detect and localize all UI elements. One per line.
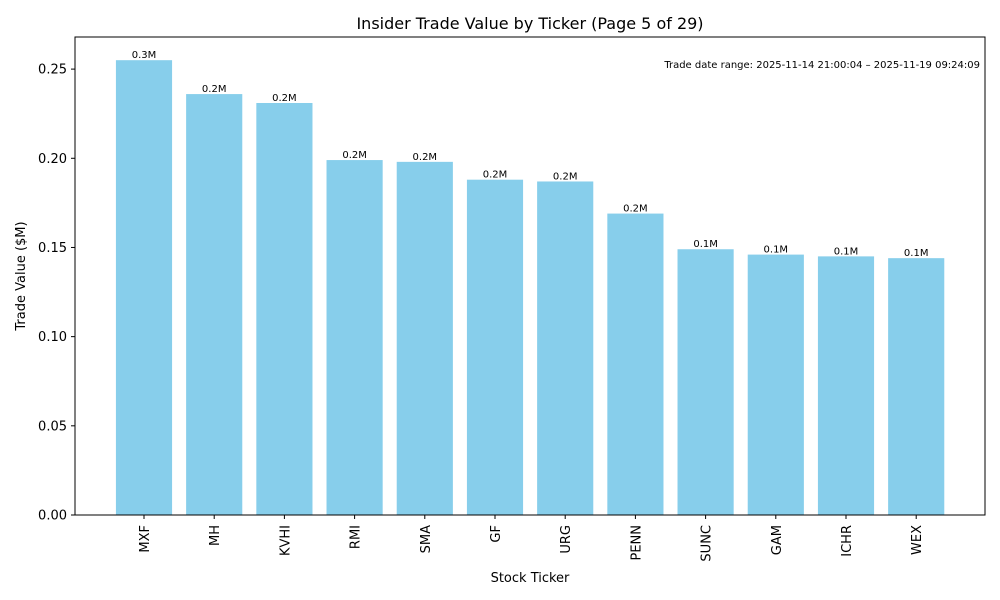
data-label-urg: 0.2M xyxy=(553,171,578,182)
x-tick-label-mh: MH xyxy=(208,525,223,546)
data-label-rmi: 0.2M xyxy=(342,150,367,161)
x-tick-label-penn: PENN xyxy=(629,525,644,561)
y-tick-label: 0.20 xyxy=(38,152,67,167)
bar-urg xyxy=(537,181,594,515)
bar-rmi xyxy=(326,160,383,515)
bar-mh xyxy=(186,94,243,516)
x-tick-label-urg: URG xyxy=(559,525,574,554)
data-label-mh: 0.2M xyxy=(202,84,227,95)
bar-sunc xyxy=(677,249,734,515)
y-axis-label: Trade Value ($M) xyxy=(14,221,29,331)
data-label-ichr: 0.1M xyxy=(834,246,859,257)
bar-ichr xyxy=(817,256,875,515)
bar-gf xyxy=(466,179,524,515)
x-tick-label-sunc: SUNC xyxy=(700,525,715,562)
data-label-sunc: 0.1M xyxy=(693,239,718,250)
y-tick-label: 0.00 xyxy=(38,509,67,524)
x-tick-label-gam: GAM xyxy=(770,525,785,555)
y-tick-label: 0.10 xyxy=(38,330,67,345)
x-tick-label-rmi: RMI xyxy=(349,525,364,549)
data-label-kvhi: 0.2M xyxy=(272,93,297,104)
x-tick-label-mxf: MXF xyxy=(138,525,153,553)
plot-frame xyxy=(74,36,986,516)
data-label-penn: 0.2M xyxy=(623,204,648,215)
x-tick-label-ichr: ICHR xyxy=(840,525,855,557)
bar-mxf xyxy=(115,60,173,516)
bar-penn xyxy=(607,213,664,515)
x-tick-label-gf: GF xyxy=(489,525,504,543)
date-range-annotation: Trade date range: 2025-11-14 21:00:04 – … xyxy=(663,60,980,71)
x-tick-label-kvhi: KVHI xyxy=(278,525,293,556)
bar-gam xyxy=(747,254,804,515)
bar-sma xyxy=(396,161,453,515)
bar-kvhi xyxy=(256,102,313,515)
data-label-sma: 0.2M xyxy=(413,152,438,163)
plot-area: 0.3M MXF 0.2M MH 0.2M KVHI 0.2M RMI 0.2M SMA 0.2M G… xyxy=(38,36,986,562)
x-tick-label-wex: WEX xyxy=(910,525,925,555)
bar-wex xyxy=(888,258,945,515)
data-label-wex: 0.1M xyxy=(904,248,929,259)
y-tick-label: 0.05 xyxy=(38,419,67,434)
y-tick-label: 0.15 xyxy=(38,241,67,256)
data-label-mxf: 0.3M xyxy=(132,50,157,61)
y-tick-label: 0.25 xyxy=(38,63,67,78)
data-label-gam: 0.1M xyxy=(764,245,789,256)
data-label-gf: 0.2M xyxy=(483,170,508,181)
x-axis-label: Stock Ticker xyxy=(491,571,570,586)
x-tick-label-sma: SMA xyxy=(419,525,434,553)
chart-title: Insider Trade Value by Ticker (Page 5 of… xyxy=(356,14,703,33)
